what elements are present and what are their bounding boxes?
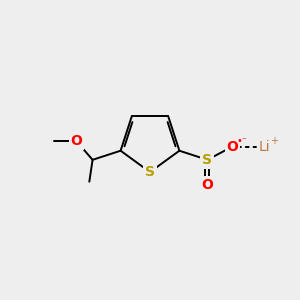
Text: S: S	[202, 153, 212, 167]
Text: O: O	[202, 178, 213, 192]
Text: +: +	[269, 136, 278, 146]
Text: Li: Li	[259, 140, 271, 154]
Text: •⁻: •⁻	[237, 136, 248, 146]
Text: O: O	[70, 134, 82, 148]
Text: O: O	[226, 140, 238, 154]
Text: S: S	[145, 165, 155, 179]
